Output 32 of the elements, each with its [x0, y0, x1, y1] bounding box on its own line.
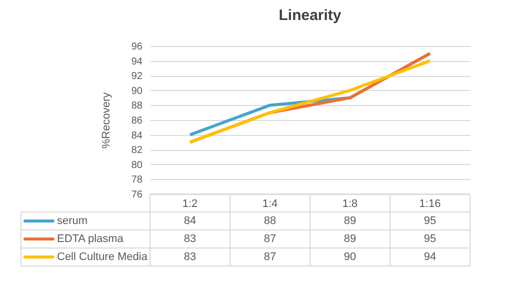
data-label: 87: [264, 233, 276, 245]
x-tick-label: 1:4: [262, 198, 278, 210]
x-tick-label: 1:16: [419, 198, 441, 210]
data-label: 95: [424, 233, 436, 245]
y-tick-label: 76: [131, 190, 143, 200]
data-label: 84: [184, 215, 196, 227]
data-label: 89: [344, 233, 356, 245]
x-tick-label: 1:2: [182, 198, 198, 210]
y-tick-label: 80: [131, 160, 143, 171]
legend-label: Cell Culture Media: [57, 251, 148, 263]
y-tick-label: 90: [131, 86, 143, 97]
y-tick-label: 78: [131, 174, 143, 186]
y-tick-label: 88: [131, 100, 143, 112]
data-label: 83: [184, 251, 196, 263]
y-tick-label: 86: [131, 116, 143, 126]
y-tick-label: 96: [131, 42, 143, 52]
legend-label: serum: [57, 215, 88, 227]
data-label: 95: [424, 215, 436, 227]
data-label: 90: [344, 251, 356, 263]
legend-label: EDTA plasma: [57, 233, 124, 245]
data-label: 94: [424, 251, 436, 263]
y-tick-label: 92: [131, 71, 143, 82]
y-tick-label: 84: [131, 130, 143, 142]
y-tick-label: 82: [131, 145, 143, 156]
data-label: 83: [184, 233, 196, 245]
x-tick-label: 1:8: [342, 198, 358, 210]
data-label: 89: [344, 215, 356, 227]
data-label: 87: [264, 251, 276, 263]
y-tick-label: 94: [131, 56, 143, 68]
y-axis-title: %Recovery: [100, 92, 112, 149]
chart-title: Linearity: [278, 7, 342, 24]
data-label: 88: [264, 215, 276, 227]
